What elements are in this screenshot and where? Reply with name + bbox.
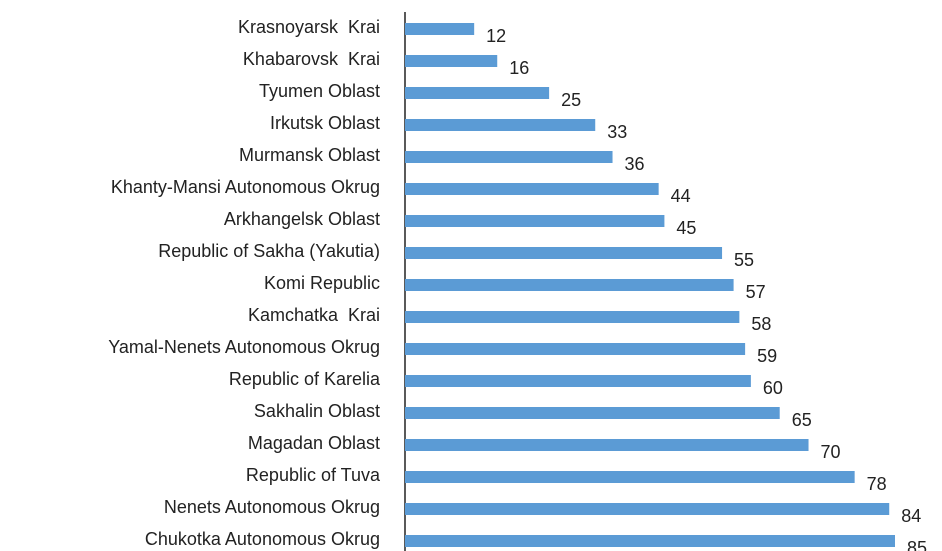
bar bbox=[405, 407, 780, 419]
category-label: Arkhangelsk Oblast bbox=[224, 209, 380, 229]
bar bbox=[405, 87, 550, 99]
category-label: Yamal-Nenets Autonomous Okrug bbox=[108, 337, 380, 357]
bar bbox=[405, 55, 498, 67]
bar bbox=[405, 375, 751, 387]
category-label: Magadan Oblast bbox=[248, 433, 380, 453]
bar bbox=[405, 151, 613, 163]
category-label: Sakhalin Oblast bbox=[254, 401, 380, 421]
category-label: Republic of Tuva bbox=[246, 465, 381, 485]
data-label: 12 bbox=[486, 26, 506, 46]
category-label: Irkutsk Oblast bbox=[270, 113, 380, 133]
bar bbox=[405, 439, 809, 451]
category-label: Kamchatka Krai bbox=[248, 305, 380, 325]
category-label: Republic of Sakha (Yakutia) bbox=[158, 241, 380, 261]
data-label: 78 bbox=[867, 474, 887, 494]
category-label: Khanty-Mansi Autonomous Okrug bbox=[111, 177, 380, 197]
category-label: Komi Republic bbox=[264, 273, 380, 293]
bar bbox=[405, 471, 855, 483]
data-label: 25 bbox=[561, 90, 581, 110]
data-label: 33 bbox=[607, 122, 627, 142]
bar bbox=[405, 119, 596, 131]
data-label: 60 bbox=[763, 378, 783, 398]
data-label: 44 bbox=[671, 186, 691, 206]
bar bbox=[405, 23, 475, 35]
data-label: 45 bbox=[676, 218, 696, 238]
bar bbox=[405, 215, 665, 227]
data-label: 55 bbox=[734, 250, 754, 270]
category-label: Murmansk Oblast bbox=[239, 145, 380, 165]
category-label: Republic of Karelia bbox=[229, 369, 381, 389]
category-label: Khabarovsk Krai bbox=[243, 49, 380, 69]
bar bbox=[405, 535, 895, 547]
data-label: 70 bbox=[821, 442, 841, 462]
category-label: Nenets Autonomous Okrug bbox=[164, 497, 380, 517]
bar bbox=[405, 279, 734, 291]
data-label: 84 bbox=[901, 506, 921, 526]
data-label: 57 bbox=[746, 282, 766, 302]
bar bbox=[405, 311, 740, 323]
bar bbox=[405, 503, 890, 515]
data-label: 59 bbox=[757, 346, 777, 366]
data-label: 16 bbox=[509, 58, 529, 78]
data-label: 58 bbox=[751, 314, 771, 334]
category-label: Chukotka Autonomous Okrug bbox=[145, 529, 380, 549]
data-label: 85 bbox=[907, 538, 927, 551]
category-label: Tyumen Oblast bbox=[259, 81, 380, 101]
bar bbox=[405, 247, 723, 259]
bar bbox=[405, 343, 746, 355]
data-label: 65 bbox=[792, 410, 812, 430]
category-label: Krasnoyarsk Krai bbox=[238, 17, 380, 37]
data-label: 36 bbox=[625, 154, 645, 174]
bar bbox=[405, 183, 659, 195]
